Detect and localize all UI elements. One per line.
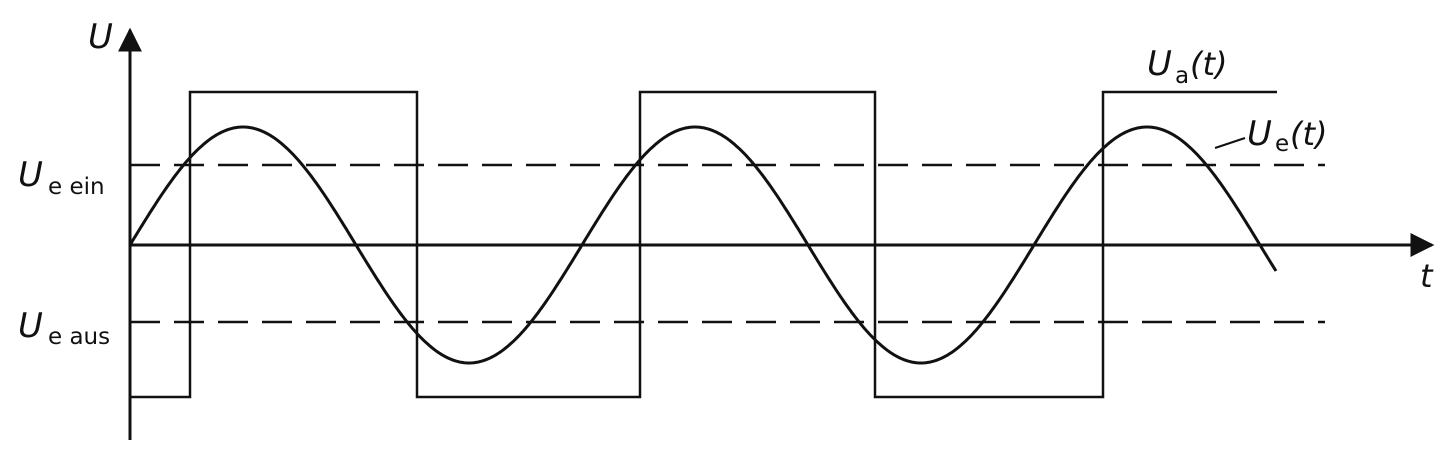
- svg-text:(t): (t): [1190, 45, 1228, 83]
- output-square-wave: [130, 90, 1277, 399]
- x-axis-label: t: [1420, 257, 1434, 295]
- output-signal-label: U a (t): [1147, 44, 1228, 89]
- svg-text:e: e: [1275, 131, 1289, 157]
- threshold-off-label: U e aus: [18, 306, 110, 350]
- svg-text:e ein: e ein: [48, 174, 105, 200]
- svg-text:U: U: [18, 306, 43, 346]
- input-signal-leader: [1214, 137, 1246, 149]
- svg-text:(t): (t): [1290, 115, 1328, 153]
- threshold-on-label: U e ein: [18, 155, 105, 200]
- svg-text:U: U: [1147, 44, 1172, 84]
- svg-text:U: U: [18, 155, 43, 195]
- y-axis-label: U: [88, 17, 113, 57]
- svg-text:U: U: [1247, 114, 1272, 154]
- svg-text:a: a: [1175, 63, 1189, 89]
- input-sine-wave: [128, 125, 1278, 365]
- input-signal-label: U e (t): [1214, 114, 1328, 157]
- svg-text:e aus: e aus: [48, 324, 110, 350]
